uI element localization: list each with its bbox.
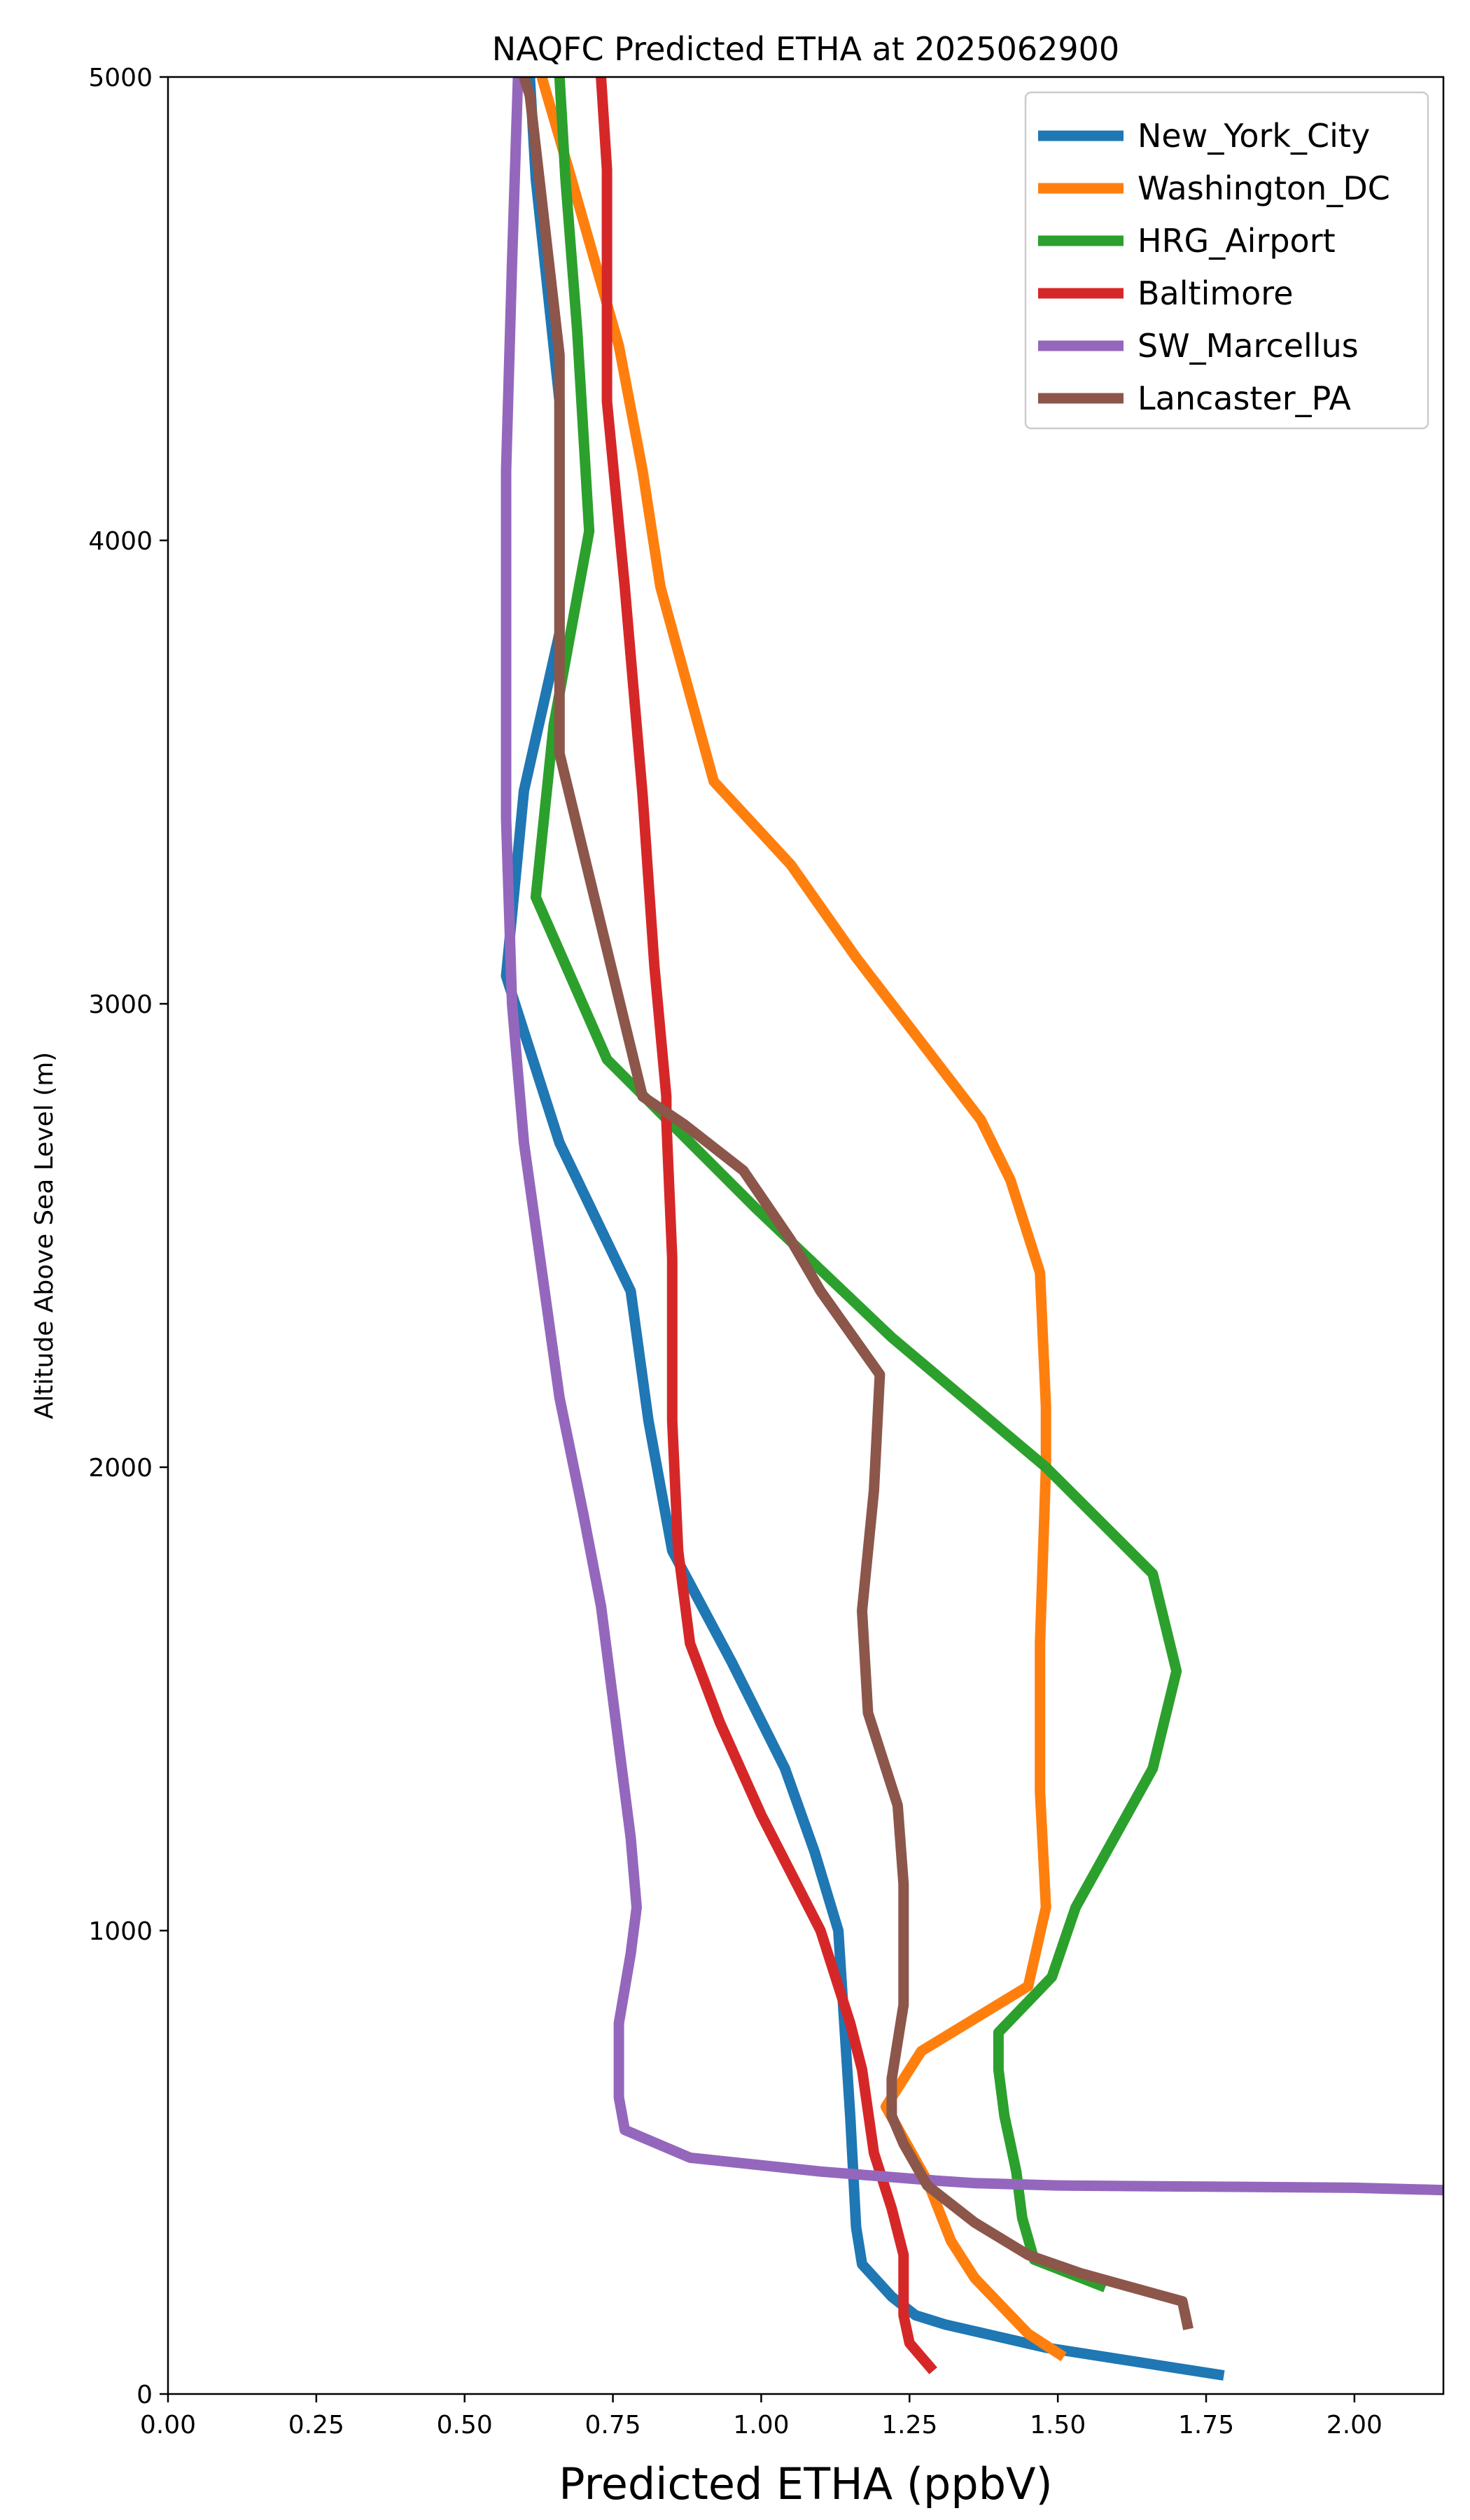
y-tick-label: 3000 [88, 990, 153, 1019]
plot-frame [167, 76, 1445, 2395]
x-axis-title: Predicted ETHA (ppbV) [559, 2458, 1052, 2510]
legend-label: Washington_DC [1138, 169, 1390, 207]
y-tick-label: 2000 [88, 1454, 153, 1483]
legend-label: Baltimore [1138, 274, 1294, 312]
x-tick-label: 1.00 [733, 2411, 789, 2440]
y-tick-label: 0 [136, 2381, 153, 2409]
x-tick-label: 0.00 [140, 2411, 196, 2440]
legend-box [1024, 91, 1429, 430]
y-tick-label: 1000 [88, 1917, 153, 1946]
y-tick-label: 4000 [88, 527, 153, 556]
series-layer [500, 77, 1443, 2381]
y-axis-title: Altitude Above Sea Level (m) [30, 1052, 59, 1420]
legend-label: Lancaster_PA [1138, 379, 1351, 417]
legend: New_York_City Washington_DC HRG_Airport Bal… [1024, 91, 1429, 430]
x-tick-label: 1.50 [1030, 2411, 1086, 2440]
y-tick-label: 5000 [88, 64, 153, 92]
series-line-lancaster-pa [519, 77, 1194, 2330]
chart-title: NAQFC Predicted ETHA at 2025062900 [492, 30, 1119, 68]
x-tick-label: 0.25 [288, 2411, 344, 2440]
legend-label: HRG_Airport [1138, 222, 1336, 260]
legend-label: New_York_City [1138, 117, 1370, 155]
series-line-baltimore [596, 77, 937, 2374]
series-line-sw-marcellus [500, 77, 1443, 2196]
legend-label: SW_Marcellus [1138, 327, 1359, 365]
series-line-hrg-airport [530, 77, 1182, 2292]
ticks-layer: 0.00 0.25 0.50 0.75 1.00 1.25 1.50 1.75 2.00 0 100… [88, 64, 1382, 2440]
x-tick-label: 2.00 [1326, 2411, 1382, 2440]
x-tick-label: 1.25 [881, 2411, 937, 2440]
x-tick-label: 0.75 [585, 2411, 641, 2440]
x-tick-label: 0.50 [437, 2411, 493, 2440]
x-tick-label: 1.75 [1178, 2411, 1234, 2440]
